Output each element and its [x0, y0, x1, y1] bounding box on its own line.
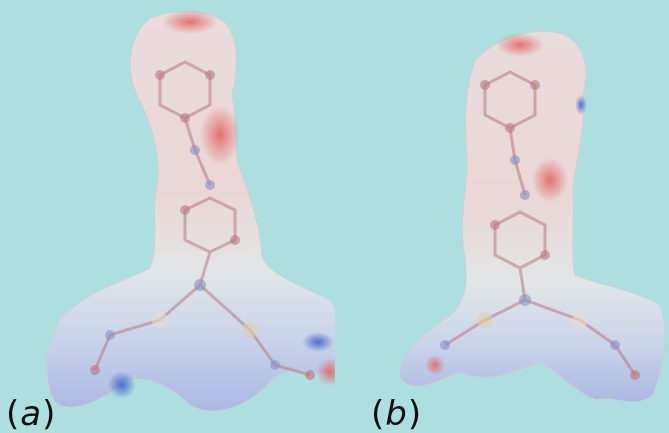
panel-b-surface-image — [335, 0, 669, 433]
panel-a-blue-spot-left — [108, 371, 136, 399]
panel-b-red-spot-bottom — [425, 355, 445, 375]
panel-a-red-spot-mid — [200, 105, 240, 165]
panel-a-atoms — [90, 70, 315, 380]
panel-a-red-spot-top — [162, 10, 218, 34]
panel-b: (b) — [335, 0, 669, 433]
panel-b-label: (b) — [371, 394, 423, 433]
panel-b-blue-spot-top — [575, 95, 587, 115]
panel-a-label: (a) — [6, 394, 57, 433]
panel-a-surface-image — [0, 0, 335, 433]
panel-a-blue-spot-right — [302, 332, 334, 352]
panel-b-red-spot-top — [496, 33, 544, 57]
panel-a-red-spot-bottom — [316, 358, 335, 386]
panel-a: (a) — [0, 0, 335, 433]
panel-b-surface — [399, 30, 666, 403]
panel-b-red-spot-mid — [532, 158, 568, 202]
panel-b-atoms — [440, 80, 640, 380]
